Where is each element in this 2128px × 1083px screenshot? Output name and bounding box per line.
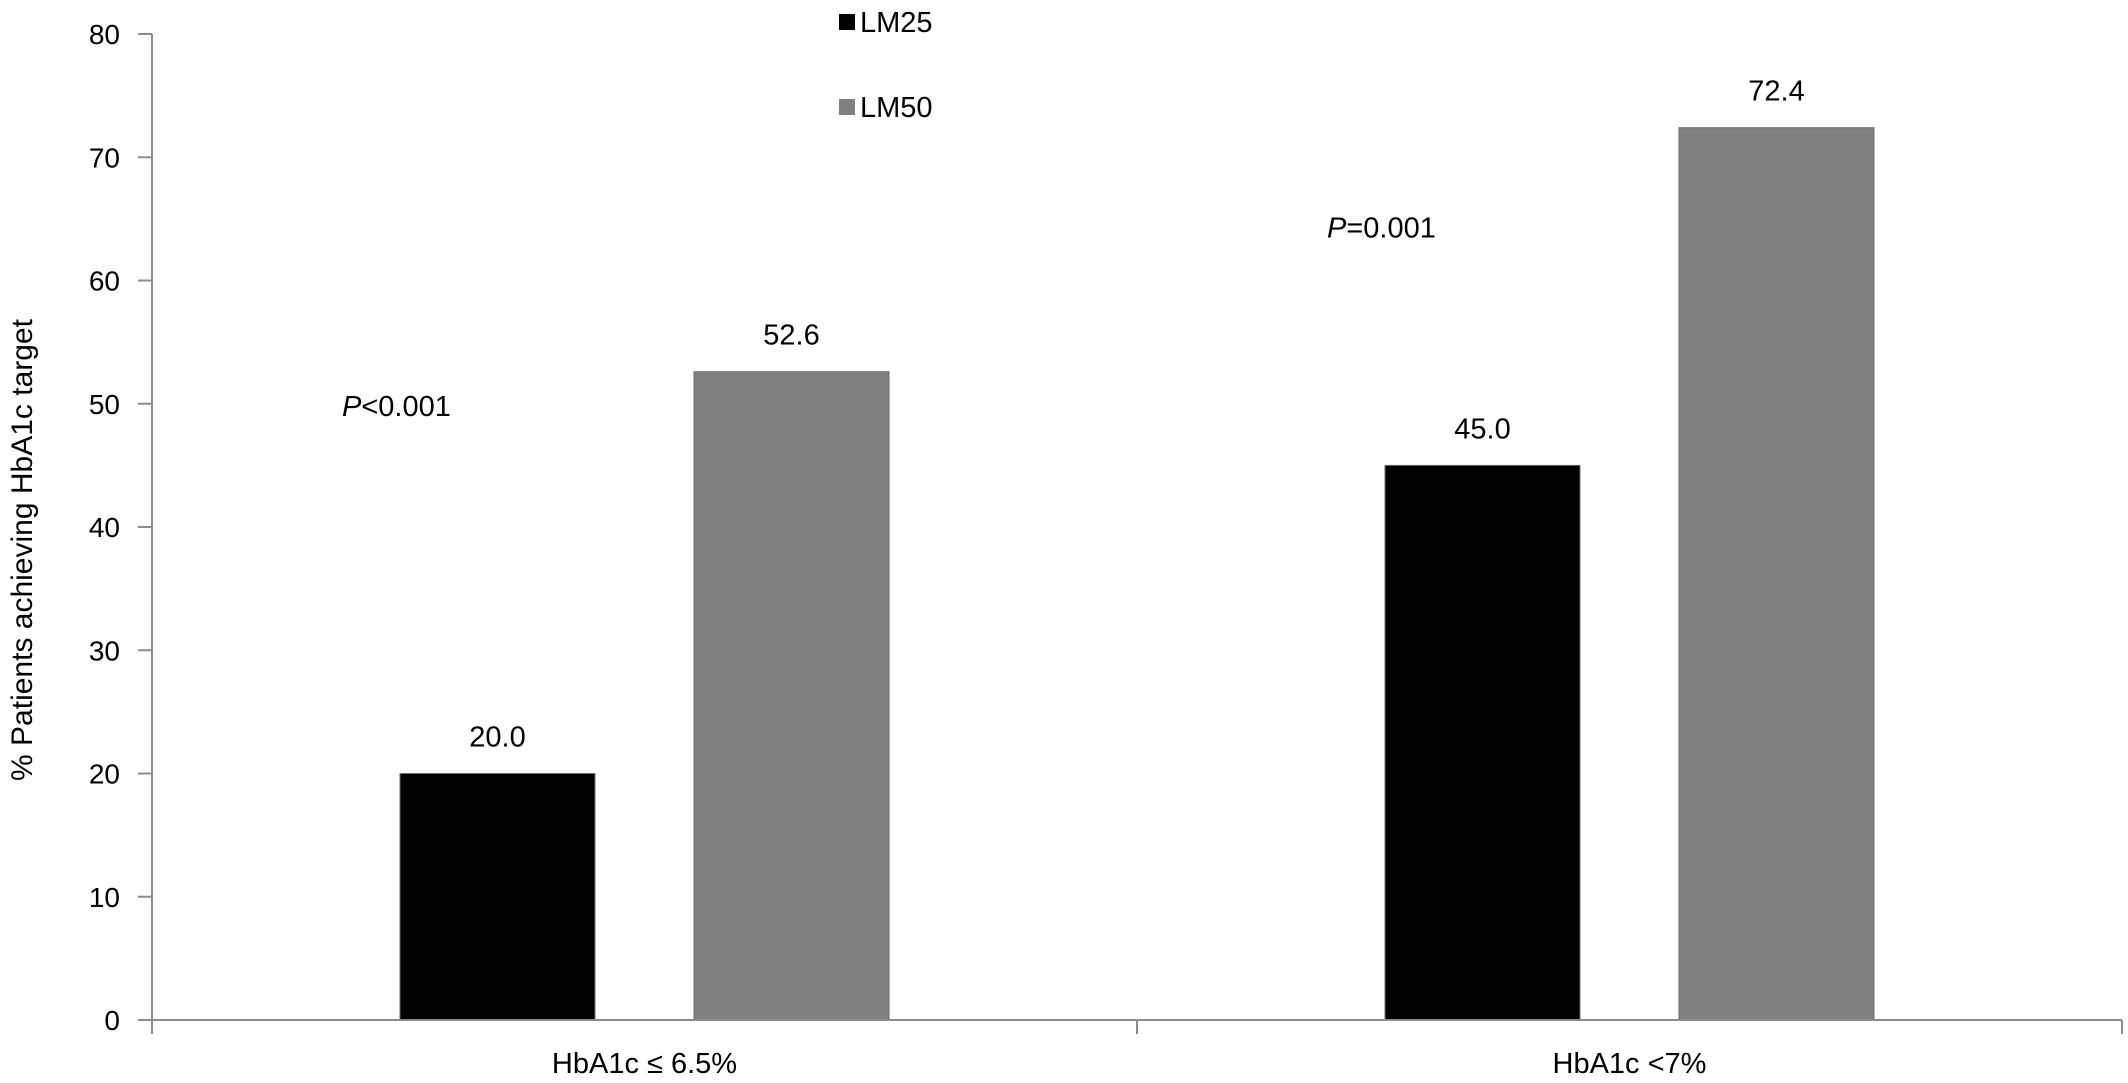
legend-swatch-lm50	[839, 99, 855, 115]
y-tick-label: 0	[104, 1005, 120, 1036]
y-tick-label: 50	[89, 389, 120, 420]
legend-label: LM50	[860, 92, 933, 124]
p-value-prefix: P	[1327, 212, 1347, 244]
y-tick-label: 80	[89, 19, 120, 50]
p-value-annotation: P<0.001	[342, 391, 451, 423]
axes-group: 0 10 20 30 40 50 60 70 80 HbA1c ≤ 6.5% HbA1c <7%	[89, 19, 2123, 1080]
data-labels-group: 20.0 45.0 52.6 72.4	[469, 76, 1804, 754]
legend-swatch-lm25	[839, 14, 855, 30]
y-tick-label: 60	[89, 266, 120, 297]
bars-group	[399, 127, 1875, 1021]
y-tick-label: 20	[89, 759, 120, 790]
y-axis-title-group: % Patients achieving HbA1c target	[6, 318, 39, 781]
data-label: 45.0	[1454, 413, 1510, 445]
x-category-label: HbA1c <7%	[1553, 1048, 1707, 1080]
data-label: 52.6	[763, 320, 819, 352]
data-label: 72.4	[1748, 76, 1804, 108]
y-tick-label: 40	[89, 512, 120, 543]
y-tick-label: 30	[89, 635, 120, 666]
y-tick-label: 10	[89, 882, 120, 913]
p-value-text: <0.001	[361, 391, 451, 423]
bar-lm25	[399, 773, 596, 1021]
x-category-label: HbA1c ≤ 6.5%	[552, 1048, 737, 1080]
bar-lm50	[693, 371, 890, 1021]
y-tick-label: 70	[89, 142, 120, 173]
legend-label: LM25	[860, 7, 933, 39]
legend: LM25 LM50	[839, 7, 933, 124]
y-axis-title: % Patients achieving HbA1c target	[6, 318, 39, 781]
p-value-prefix: P	[342, 391, 362, 423]
p-value-text: =0.001	[1346, 212, 1436, 244]
p-value-annotation: P=0.001	[1327, 212, 1436, 244]
data-label: 20.0	[469, 722, 525, 754]
bar-lm25	[1384, 464, 1581, 1021]
bar-lm50	[1678, 127, 1875, 1021]
